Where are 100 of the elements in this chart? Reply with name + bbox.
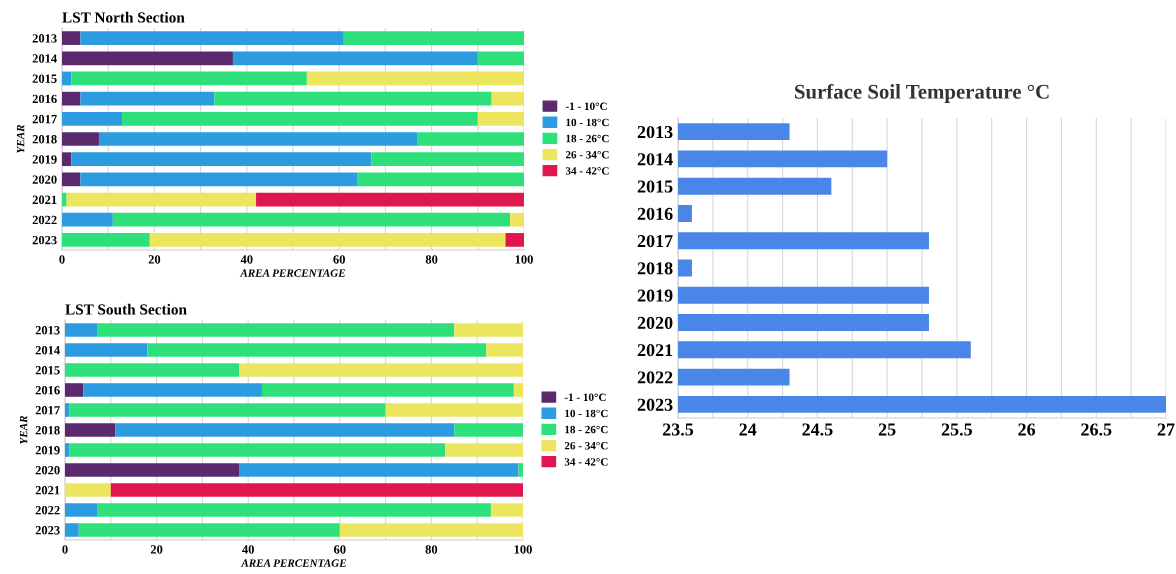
- legend-label: 26 - 34°C: [565, 150, 609, 159]
- x-axis-title: AREA PERCENTAGE: [240, 559, 347, 567]
- legend-label: 26 - 34°C: [564, 441, 608, 450]
- y-tick-label: 2022: [32, 215, 57, 225]
- bar: [62, 71, 72, 86]
- bar: [62, 212, 113, 227]
- bar: [65, 403, 70, 417]
- bar: [445, 443, 523, 457]
- bar: [454, 323, 523, 337]
- y-tick-label: 2021: [637, 344, 673, 357]
- y-tick-label: 2020: [637, 316, 673, 329]
- y-tick-label: 2023: [637, 398, 673, 411]
- x-tick-label: 80: [425, 255, 438, 264]
- bar: [62, 132, 99, 146]
- bar: [147, 343, 487, 357]
- bar: [490, 503, 523, 517]
- bar: [71, 71, 307, 86]
- chart-title: LST North Section: [62, 11, 185, 23]
- bar: [513, 383, 523, 397]
- bar: [491, 91, 524, 106]
- y-tick-label: 2016: [32, 94, 57, 104]
- legend-label: 18 - 26°C: [566, 134, 609, 143]
- y-tick-label: 2017: [35, 406, 60, 415]
- bar: [417, 132, 524, 146]
- bar: [62, 31, 81, 45]
- y-tick-label: 2013: [32, 34, 57, 43]
- x-tick-label: 20: [148, 255, 161, 264]
- x-tick-label: 0: [59, 255, 65, 264]
- bar: [518, 463, 523, 477]
- y-tick-label: 2018: [32, 135, 57, 144]
- bar: [122, 111, 478, 126]
- bar: [65, 503, 98, 517]
- x-tick-label: 23.5: [662, 423, 694, 436]
- bar: [66, 192, 257, 207]
- bar: [65, 343, 148, 357]
- y-tick-label: 2016: [637, 207, 673, 220]
- bar: [505, 233, 524, 247]
- x-tick-label: 40: [240, 255, 253, 264]
- bar: [112, 212, 511, 227]
- bar: [486, 343, 523, 357]
- y-tick-label: 2014: [32, 54, 57, 63]
- bar: [65, 483, 111, 497]
- bar: [339, 523, 523, 537]
- bar: [214, 91, 492, 106]
- y-axis-title: YEAR: [16, 124, 25, 153]
- x-tick-label: 25: [878, 423, 896, 436]
- x-tick-label: 24: [739, 423, 757, 436]
- x-tick-label: 0: [62, 545, 68, 554]
- bar: [65, 463, 240, 477]
- bar: [69, 403, 386, 417]
- bar: [371, 152, 524, 167]
- bar: [62, 152, 72, 167]
- bar: [83, 383, 262, 397]
- y-tick-label: 2019: [637, 289, 673, 302]
- bar: [357, 172, 524, 187]
- y-tick-label: 2015: [637, 180, 673, 193]
- x-tick-label: 26: [1018, 423, 1036, 436]
- y-tick-label: 2023: [35, 526, 60, 535]
- y-tick-label: 2022: [637, 371, 673, 384]
- bar: [69, 443, 446, 457]
- bar: [65, 363, 240, 377]
- bar: [149, 233, 506, 247]
- x-tick-label: 60: [333, 545, 346, 554]
- x-tick-label: 100: [514, 545, 532, 554]
- bar: [110, 483, 523, 497]
- y-tick-label: 2016: [35, 386, 60, 395]
- x-axis-title: AREA PERCENTAGE: [239, 269, 346, 277]
- x-tick-label: 24.5: [802, 423, 833, 436]
- legend-label: 18 - 26°C: [565, 425, 608, 434]
- y-axis-title: YEAR: [19, 415, 28, 444]
- bar: [71, 152, 372, 167]
- y-tick-label: 2018: [637, 262, 673, 275]
- x-tick-label: 26.5: [1081, 423, 1112, 436]
- y-tick-label: 2020: [32, 175, 57, 184]
- bar: [477, 111, 524, 126]
- x-tick-label: 100: [515, 255, 533, 264]
- bar: [256, 192, 524, 207]
- y-tick-label: 2022: [35, 506, 60, 515]
- bar: [62, 111, 123, 126]
- chart-title: LST South Section: [65, 303, 187, 315]
- bar: [97, 503, 491, 517]
- y-tick-label: 2023: [32, 235, 57, 245]
- bar: [80, 172, 358, 187]
- chart-title: Surface Soil Temperature °C: [794, 83, 1049, 103]
- bar: [98, 132, 418, 146]
- x-tick-label: 80: [425, 545, 438, 554]
- legend-label: 10 - 18°C: [565, 409, 608, 418]
- y-tick-label: 2020: [35, 466, 60, 475]
- legend-label: 34 - 42°C: [565, 167, 609, 175]
- x-tick-label: 60: [333, 255, 345, 264]
- y-tick-label: 2014: [637, 153, 673, 166]
- bar: [65, 443, 70, 457]
- bar: [62, 91, 81, 106]
- bar: [62, 192, 67, 207]
- bar: [65, 383, 84, 397]
- y-tick-label: 2019: [35, 446, 60, 455]
- legend-label: 10 - 18°C: [566, 118, 609, 127]
- bar: [80, 31, 344, 45]
- legend-label: -1 - 10°C: [564, 393, 606, 402]
- bar: [97, 323, 455, 337]
